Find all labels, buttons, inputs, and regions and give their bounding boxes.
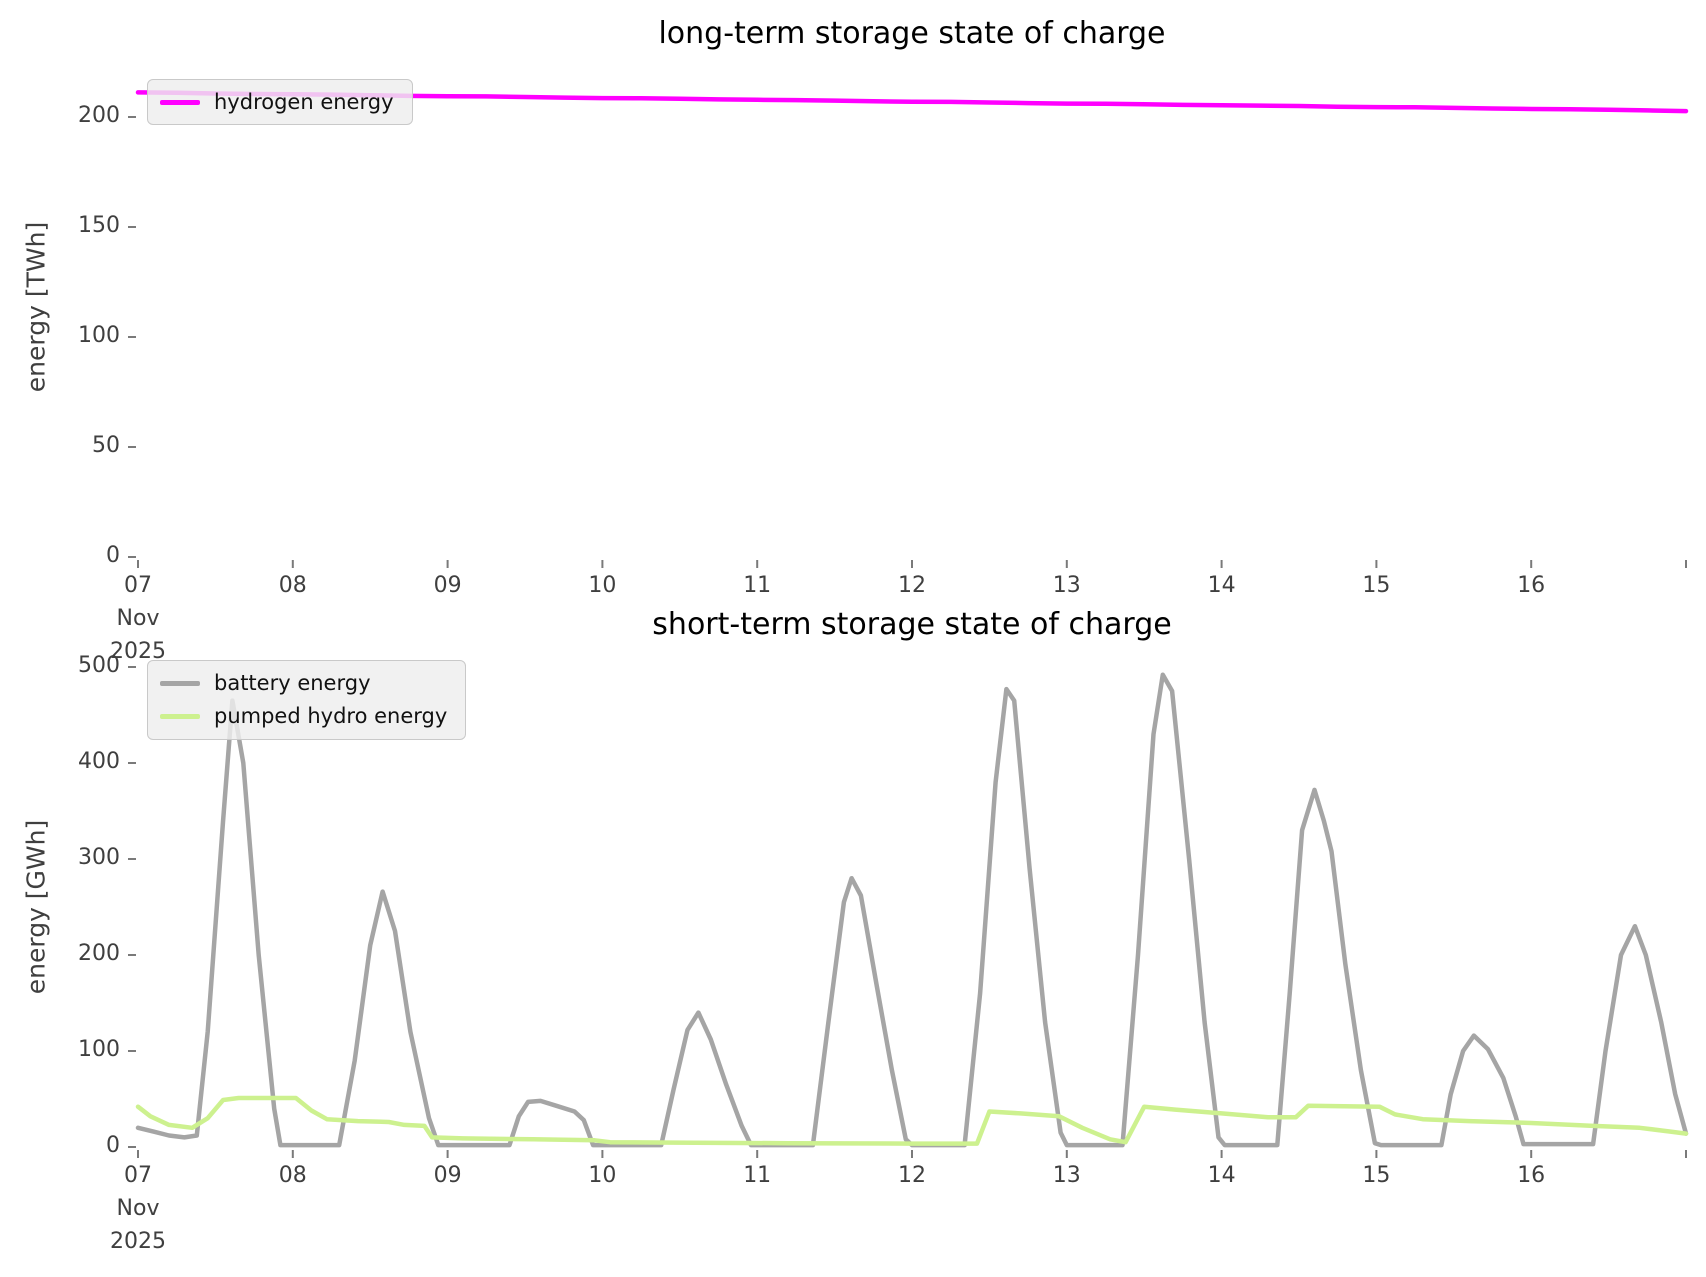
y-axis-label-twh: energy [TWh] [21,221,51,393]
pumped-hydro-line-swatch [160,713,200,719]
legend-label-battery-energy: battery energy [214,671,371,695]
x-tick-label: 15 [1362,1163,1391,1188]
y-tick-label: 200 [78,941,120,966]
x-tick-sublabel: Nov [116,606,160,631]
pumped-hydro-energy-line [135,1095,1689,1146]
x-tick-label: 16 [1517,1163,1546,1188]
x-tick-label: 12 [898,573,926,598]
x-tick-sublabel: 2025 [110,639,166,664]
legend-label-hydrogen-energy: hydrogen energy [214,90,394,114]
legend-label-pumped-hydro-energy: pumped hydro energy [214,704,448,729]
legend-short-term: battery energy pumped hydro energy [147,660,467,740]
x-tick-sublabel: 2025 [110,1229,166,1254]
x-tick-label: 11 [743,1163,772,1188]
battery-line-swatch [160,680,200,686]
battery-energy-line [135,672,1689,1148]
x-tick-label: 14 [1207,1163,1236,1188]
x-tick-label: 13 [1052,1163,1081,1188]
x-tick-label: 08 [278,1163,307,1188]
x-tick-label: 12 [898,1163,926,1188]
hydrogen-line-swatch [160,99,200,105]
x-tick-label: 10 [588,573,617,598]
y-tick-label: 150 [78,213,120,238]
y-tick-label: 100 [78,1037,120,1062]
x-tick-label: 13 [1052,573,1081,598]
y-tick-label: 100 [78,323,120,348]
x-tick-label: 07 [124,573,152,598]
x-tick-sublabel: Nov [116,1196,160,1221]
x-tick-label: 15 [1362,573,1391,598]
y-tick-label: 50 [92,433,120,458]
x-tick-label: 10 [588,1163,617,1188]
y-tick-label: 500 [78,653,120,678]
x-tick-label: 11 [743,573,772,598]
y-tick-label: 0 [106,543,120,568]
x-tick-label: 14 [1207,573,1236,598]
y-tick-label: 0 [106,1133,120,1158]
x-tick-label: 16 [1517,573,1546,598]
legend-item-pumped-hydro-energy: pumped hydro energy [160,703,447,729]
legend-long-term: hydrogen energy [147,79,413,126]
x-tick-label: 07 [124,1163,152,1188]
legend-item-battery-energy: battery energy [160,670,447,696]
x-tick-label: 08 [278,573,307,598]
legend-item-hydrogen-energy: hydrogen energy [160,89,394,115]
chart-title-long-term: long-term storage state of charge [658,16,1166,51]
y-tick-label: 200 [78,103,120,128]
x-tick-label: 09 [433,1163,462,1188]
y-tick-label: 300 [78,845,120,870]
chart-title-short-term: short-term storage state of charge [652,607,1172,642]
y-tick-label: 400 [78,749,120,774]
x-tick-label: 09 [433,573,462,598]
